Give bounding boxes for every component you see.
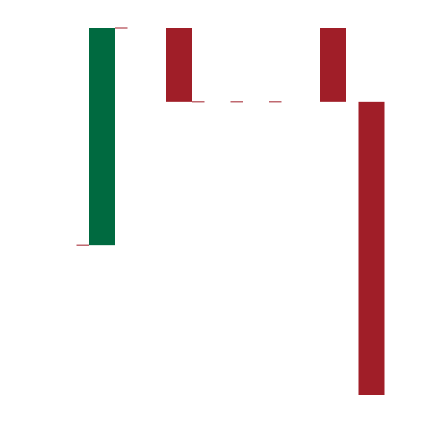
waterfall-bar-2 (166, 28, 192, 102)
waterfall-bar-6 (320, 28, 346, 102)
waterfall-bar-0 (89, 28, 115, 246)
waterfall-bar-7 (358, 101, 385, 395)
